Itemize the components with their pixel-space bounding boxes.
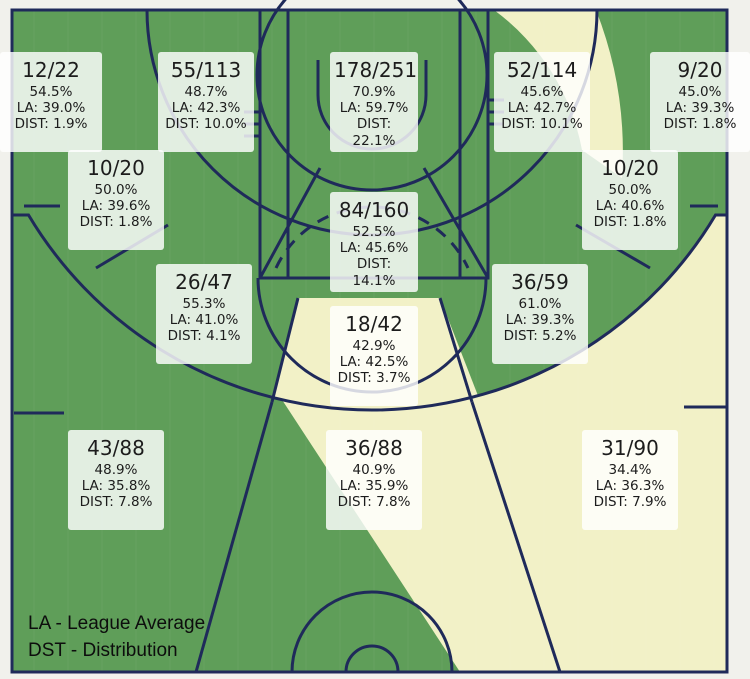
zone-made-attempted: 178/251 (334, 58, 418, 82)
zone-label-left-corner-top: 12/22 54.5% LA: 39.0% DIST: 1.9% (0, 52, 102, 152)
zone-league-average: LA: 39.3% (505, 312, 575, 329)
zone-label-left-three: 43/88 48.9% LA: 35.8% DIST: 7.8% (68, 430, 164, 530)
zone-label-top-key-mid: 18/42 42.9% LA: 42.5% DIST: 3.7% (330, 306, 418, 406)
divider (258, 167, 322, 279)
three-point-line (12, 213, 727, 412)
zone-made-attempted: 52/114 (506, 58, 578, 82)
zone-percentage: 45.0% (678, 84, 722, 100)
zone-made-attempted: 31/90 (601, 436, 659, 460)
zone-percentage: 55.3% (182, 296, 226, 312)
zone-made-attempted: 10/20 (601, 156, 659, 180)
divider (422, 167, 490, 279)
center-circle (290, 590, 454, 673)
zone-league-average: LA: 40.6% (595, 198, 665, 215)
zone-league-average: LA: 39.6% (81, 198, 151, 215)
divider (270, 297, 300, 403)
zone-percentage: 40.9% (352, 462, 396, 478)
zone-league-average: LA: 39.3% (665, 100, 735, 117)
zone-label-left-short-corner: 10/20 50.0% LA: 39.6% DIST: 1.8% (68, 150, 164, 250)
zone-league-average: LA: 59.7% (339, 100, 409, 117)
zone-distribution: DIST: 1.8% (663, 116, 737, 133)
zone-league-average: LA: 45.6% (339, 240, 409, 257)
zone-label-paint-non-ra: 84/160 52.5% LA: 45.6% DIST: 14.1% (330, 192, 418, 292)
zone-league-average: LA: 39.0% (16, 100, 86, 117)
zone-percentage: 42.9% (352, 338, 396, 354)
zone-made-attempted: 36/59 (511, 270, 569, 294)
zone-distribution: DIST: 10.1% (501, 116, 583, 133)
zone-distribution: DIST: 1.8% (79, 214, 153, 231)
zone-league-average: LA: 42.7% (507, 100, 577, 117)
zone-label-left-wing-top: 55/113 48.7% LA: 42.3% DIST: 10.0% (158, 52, 254, 152)
center-circle-inner (344, 644, 400, 673)
zone-right-wing-top (494, 10, 623, 178)
zone-made-attempted: 84/160 (338, 198, 410, 222)
zone-percentage: 54.5% (29, 84, 73, 100)
zone-made-attempted: 43/88 (87, 436, 145, 460)
zone-distribution: DIST: 5.2% (503, 328, 577, 345)
legend-la: LA - League Average (28, 613, 206, 634)
zone-right-three (282, 215, 727, 672)
zone-distribution: DIST: 7.8% (79, 494, 153, 511)
restricted-circle (255, 0, 489, 192)
divider (194, 401, 274, 673)
zone-label-right-short-corner: 10/20 50.0% LA: 40.6% DIST: 1.8% (582, 150, 678, 250)
zone-percentage: 48.7% (184, 84, 228, 100)
zone-made-attempted: 36/88 (345, 436, 403, 460)
zone-label-right-corner-top: 9/20 45.0% LA: 39.3% DIST: 1.8% (650, 52, 750, 152)
zone-distribution: DIST: 1.9% (14, 116, 88, 133)
legend: LA - League Average DST - Distribution (28, 610, 205, 664)
zone-percentage: 61.0% (518, 296, 562, 312)
zone-league-average: LA: 36.3% (595, 478, 665, 495)
zone-label-right-elbow: 36/59 61.0% LA: 39.3% DIST: 5.2% (492, 264, 588, 364)
zone-percentage: 50.0% (94, 182, 138, 198)
zone-percentage: 52.5% (352, 224, 396, 240)
zone-label-right-three: 31/90 34.4% LA: 36.3% DIST: 7.9% (582, 430, 678, 530)
zone-distribution: DIST: 14.1% (352, 256, 396, 289)
divider (470, 401, 562, 673)
zone-league-average: LA: 35.9% (339, 478, 409, 495)
legend-dst: DST - Distribution (28, 640, 178, 661)
zone-label-center-three: 36/88 40.9% LA: 35.9% DIST: 7.8% (326, 430, 422, 530)
zone-distribution: DIST: 1.8% (593, 214, 667, 231)
zone-percentage: 70.9% (352, 84, 396, 100)
zone-league-average: LA: 41.0% (169, 312, 239, 329)
zone-made-attempted: 55/113 (170, 58, 242, 82)
zone-distribution: DIST: 4.1% (167, 328, 241, 345)
zone-made-attempted: 12/22 (22, 58, 80, 82)
zone-distribution: DIST: 10.0% (165, 116, 247, 133)
zone-league-average: LA: 42.3% (171, 100, 241, 117)
zone-distribution: DIST: 22.1% (352, 116, 396, 149)
zone-percentage: 45.6% (520, 84, 564, 100)
zone-percentage: 48.9% (94, 462, 138, 478)
zone-made-attempted: 18/42 (345, 312, 403, 336)
zone-league-average: LA: 35.8% (81, 478, 151, 495)
zone-made-attempted: 10/20 (87, 156, 145, 180)
zone-distribution: DIST: 7.9% (593, 494, 667, 511)
zone-label-left-elbow: 26/47 55.3% LA: 41.0% DIST: 4.1% (156, 264, 252, 364)
zone-distribution: DIST: 7.8% (337, 494, 411, 511)
zone-percentage: 50.0% (608, 182, 652, 198)
zone-made-attempted: 26/47 (175, 270, 233, 294)
zone-label-right-wing-top: 52/114 45.6% LA: 42.7% DIST: 10.1% (494, 52, 590, 152)
zone-distribution: DIST: 3.7% (337, 370, 411, 387)
zone-label-restricted-area: 178/251 70.9% LA: 59.7% DIST: 22.1% (330, 52, 418, 152)
zone-percentage: 34.4% (608, 462, 652, 478)
zone-made-attempted: 9/20 (677, 58, 723, 82)
zone-league-average: LA: 42.5% (339, 354, 409, 371)
divider (438, 297, 474, 403)
